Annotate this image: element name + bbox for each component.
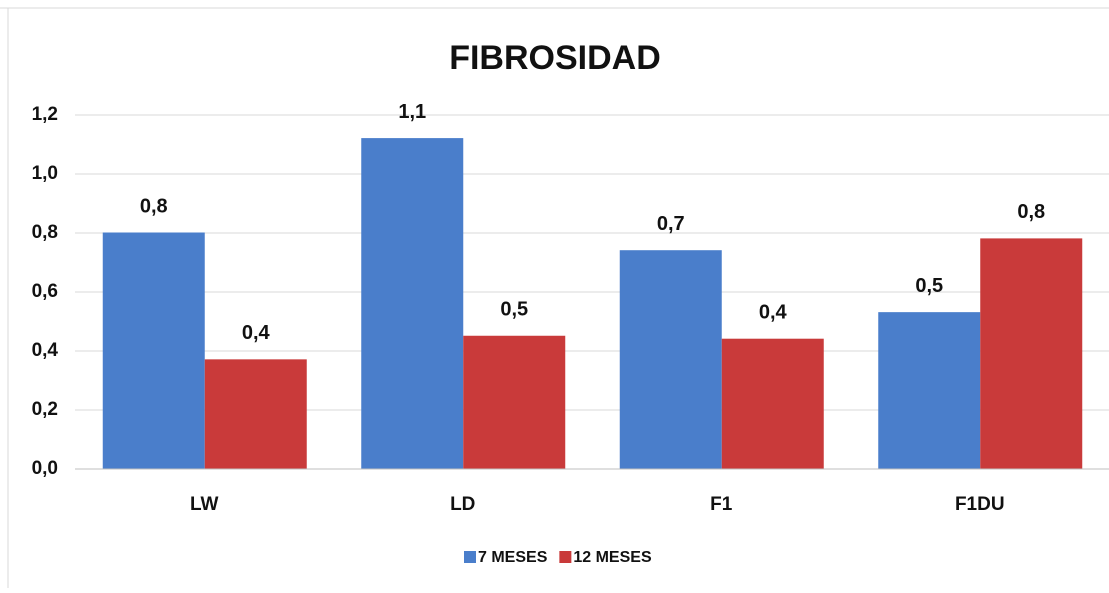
x-tick-label: LW (190, 494, 219, 515)
legend-label: 7 MESES (478, 549, 548, 566)
chart-title: FIBROSIDAD (449, 39, 661, 77)
bar (619, 250, 722, 470)
value-label: 0,5 (500, 299, 528, 321)
y-tick-label: 0,8 (32, 222, 58, 243)
x-tick-label: LD (450, 494, 475, 515)
value-label: 0,7 (657, 213, 685, 235)
bar (721, 338, 824, 470)
value-label: 1,1 (398, 101, 426, 123)
bar (102, 232, 205, 470)
bar (463, 335, 566, 470)
y-tick-label: 1,0 (32, 163, 58, 184)
value-label: 0,5 (915, 275, 943, 297)
legend-swatch (464, 551, 476, 563)
x-tick-label: F1DU (955, 494, 1005, 515)
y-tick-label: 0,2 (32, 399, 58, 420)
bar (204, 359, 307, 470)
y-tick-label: 1,2 (32, 104, 58, 125)
value-label: 0,8 (140, 195, 168, 217)
legend-swatch (559, 551, 572, 563)
value-label: 0,4 (242, 322, 271, 344)
y-tick-label: 0,0 (32, 458, 58, 479)
bar (980, 238, 1083, 470)
bar (361, 138, 464, 470)
legend-label: 12 MESES (573, 549, 652, 566)
bar (878, 312, 981, 470)
x-tick-label: F1 (710, 494, 733, 515)
y-tick-label: 0,6 (32, 281, 58, 302)
value-label: 0,8 (1017, 201, 1045, 223)
y-tick-label: 0,4 (32, 340, 59, 361)
value-label: 0,4 (759, 301, 788, 323)
